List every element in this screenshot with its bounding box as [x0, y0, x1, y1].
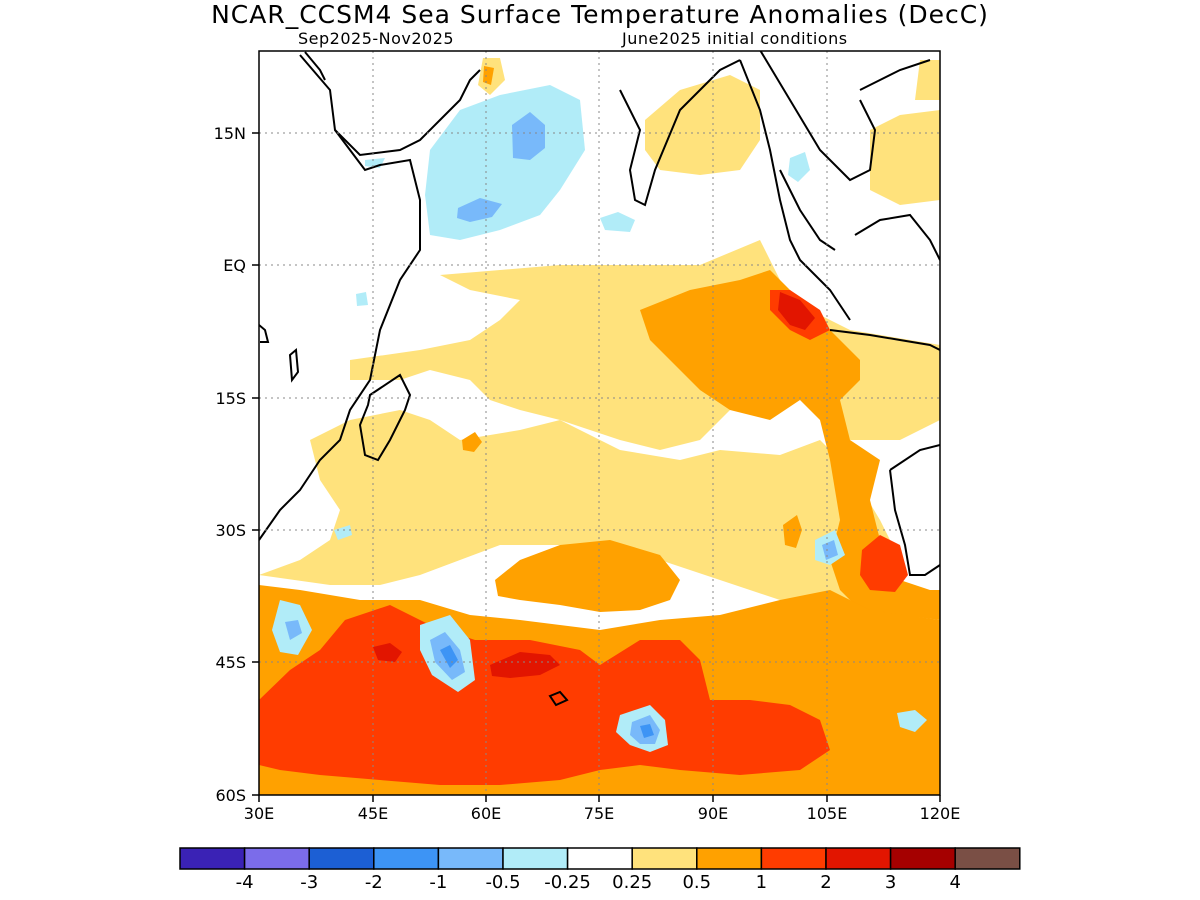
colorbar-swatch	[179, 847, 246, 870]
coastlines	[259, 51, 940, 707]
anomaly-neg-0.5-1	[285, 112, 838, 744]
lat-label: 60S	[215, 786, 246, 805]
colorbar-label: 4	[949, 872, 960, 893]
colorbar: -4 -3 -2 -1 -0.5 -0.25 0.25 0.5 1 2 3 4	[179, 847, 1021, 893]
lon-labels: 30E 45E 60E 75E 90E 105E 120E	[244, 804, 961, 823]
anomaly-neg-1-2	[440, 645, 654, 738]
colorbar-label: -0.5	[485, 872, 520, 893]
colorbar-swatch	[954, 847, 1021, 870]
colorbar-swatch	[566, 847, 633, 870]
tick-marks	[252, 132, 941, 802]
lon-label: 90E	[698, 804, 728, 823]
colorbar-swatch	[889, 847, 956, 870]
lat-label: 45S	[215, 653, 246, 672]
lat-label: EQ	[223, 256, 246, 275]
lat-label: 15N	[214, 124, 246, 143]
colorbar-swatch	[760, 847, 827, 870]
anomaly-2-3	[373, 292, 815, 678]
colorbar-label: 3	[885, 872, 896, 893]
lat-label: 30S	[215, 521, 246, 540]
initial-conditions: June2025 initial conditions	[622, 29, 848, 48]
colorbar-swatch	[437, 847, 504, 870]
lon-label: 45E	[358, 804, 388, 823]
lat-labels: 15N EQ 15S 30S 45S 60S	[214, 124, 246, 805]
anomaly-0.25-0.5	[259, 58, 940, 760]
colorbar-label: -3	[300, 872, 318, 893]
colorbar-swatch	[696, 847, 763, 870]
lon-label: 60E	[471, 804, 501, 823]
gridlines	[259, 51, 940, 795]
lon-label: 30E	[244, 804, 274, 823]
anomaly-1-2	[259, 290, 908, 785]
colorbar-label: -2	[365, 872, 383, 893]
lon-label: 120E	[920, 804, 961, 823]
colorbar-swatch	[243, 847, 310, 870]
colorbar-label: -1	[429, 872, 447, 893]
colorbar-label: 0.25	[612, 872, 652, 893]
anomaly-field	[259, 51, 940, 795]
colorbar-label: 2	[820, 872, 831, 893]
colorbar-label: 0.5	[682, 872, 711, 893]
colorbar-swatch	[631, 847, 698, 870]
lon-label: 105E	[807, 804, 848, 823]
lon-label: 75E	[584, 804, 614, 823]
colorbar-swatch	[373, 847, 440, 870]
forecast-period: Sep2025-Nov2025	[298, 29, 455, 48]
colorbar-label: 1	[756, 872, 767, 893]
colorbar-label: -4	[236, 872, 254, 893]
colorbar-swatch	[825, 847, 892, 870]
colorbar-swatch	[502, 847, 569, 870]
map-title: NCAR_CCSM4 Sea Surface Temperature Anoma…	[211, 0, 989, 29]
lat-label: 15S	[215, 389, 246, 408]
colorbar-swatch	[308, 847, 375, 870]
colorbar-label: -0.25	[544, 872, 591, 893]
